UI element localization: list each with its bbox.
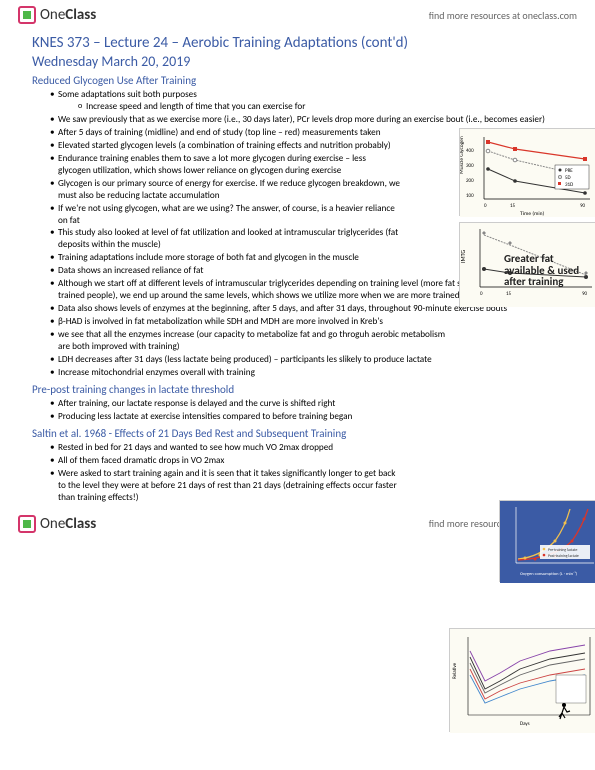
list-item: Data shows an increased reliance of fat [50,265,400,277]
page-date: Wednesday March 20, 2019 [32,53,563,70]
imtg-annotation: Greater fat available & used after train… [504,253,594,288]
svg-text:90: 90 [582,291,588,297]
page-header: OneClass find more resources at oneclass… [0,0,595,30]
list-item: Rested in bed for 21 days and wanted to … [50,442,400,454]
list-item: Endurance training enables them to save … [50,153,400,177]
list-item: If we're not using glycogen, what are we… [50,203,400,227]
page-title: KNES 373 – Lecture 24 – Aerobic Training… [32,34,563,52]
figure-bedrest-chart: Relative Days [449,628,595,732]
glycogen-line-chart: 100 200 300 400 0 15 90 Time (min) Muscl… [460,129,595,217]
svg-text:Oxygen consumption (L · min⁻¹): Oxygen consumption (L · min⁻¹) [520,571,578,577]
svg-text:90: 90 [580,203,586,209]
document-body: KNES 373 – Lecture 24 – Aerobic Training… [0,30,595,509]
list-item: Increase speed and length of time that y… [78,101,400,113]
header-tagline: find more resources at oneclass.com [429,9,577,22]
list-item: Were asked to start training again and i… [50,468,400,504]
list-item: After 5 days of training (midline) and e… [50,127,400,139]
list-item: We saw previously that as we exercise mo… [50,114,563,126]
list-item: Elevated started glycogen levels (a comb… [50,140,400,152]
svg-text:15: 15 [506,291,512,297]
lactate-curve-chart: Oxygen consumption (L · min⁻¹) Pre-train… [500,501,595,583]
svg-text:Days: Days [520,721,530,727]
list-item: LDH decreases after 31 days (less lactat… [50,354,450,366]
svg-text:15: 15 [510,203,516,209]
list-item: All of them faced dramatic drops in VO 2… [50,455,400,467]
list-item: Some adaptations suit both purposes Incr… [50,89,400,113]
svg-text:300: 300 [466,163,474,169]
list-item: Increase mitochondrial enzymes overall w… [50,367,450,379]
figure-lactate-threshold: Oxygen consumption (L · min⁻¹) Pre-train… [499,500,595,582]
bedrest-line-chart: Relative Days [450,629,595,733]
section2-heading: Pre-post training changes in lactate thr… [32,383,563,396]
svg-text:Relative: Relative [452,662,458,679]
section2-list: After training, our lactate response is … [32,398,563,423]
logo-text-class: Class [65,515,96,533]
logo-text-class: Class [65,6,96,24]
svg-text:Pre-training lactate: Pre-training lactate [548,548,578,553]
figure-imtg-chart: IMTG 0 15 90 Greater fat available & use… [459,222,595,306]
list-item: Training adaptations include more storag… [50,252,400,264]
list-item: Producing less lactate at exercise inten… [50,411,450,423]
svg-text:Muscle Glycogen: Muscle Glycogen [460,136,465,174]
list-item: we see that all the enzymes increase (ou… [50,329,450,353]
svg-text:400: 400 [466,148,474,154]
logo-icon [18,6,36,24]
list-item: After training, our lactate response is … [50,398,450,410]
logo-icon [18,515,36,533]
svg-text:IMTG: IMTG [460,250,467,263]
svg-text:5D: 5D [565,175,571,181]
logo-text-one: One [40,6,65,24]
svg-text:Time (min): Time (min) [520,210,545,217]
logo: OneClass [18,6,96,24]
svg-text:Post-training lactate: Post-training lactate [548,554,579,559]
svg-text:200: 200 [466,178,474,184]
svg-text:100: 100 [466,193,474,199]
section3-heading: Saltin et al. 1968 - Effects of 21 Days … [32,427,412,440]
figure-glycogen-chart: 100 200 300 400 0 15 90 Time (min) Muscl… [459,128,595,216]
svg-text:PRE: PRE [565,168,573,174]
list-item: Glycogen is our primary source of energy… [50,178,400,202]
section1-heading: Reduced Glycogen Use After Training [32,74,563,87]
list-item: This study also looked at level of fat u… [50,227,400,251]
footer-logo: OneClass [18,515,96,533]
svg-text:31D: 31D [565,182,573,188]
list-item: β-HAD is involved in fat metabolization … [50,316,563,328]
section3-list: Rested in bed for 21 days and wanted to … [32,442,563,504]
logo-text-one: One [40,515,65,533]
